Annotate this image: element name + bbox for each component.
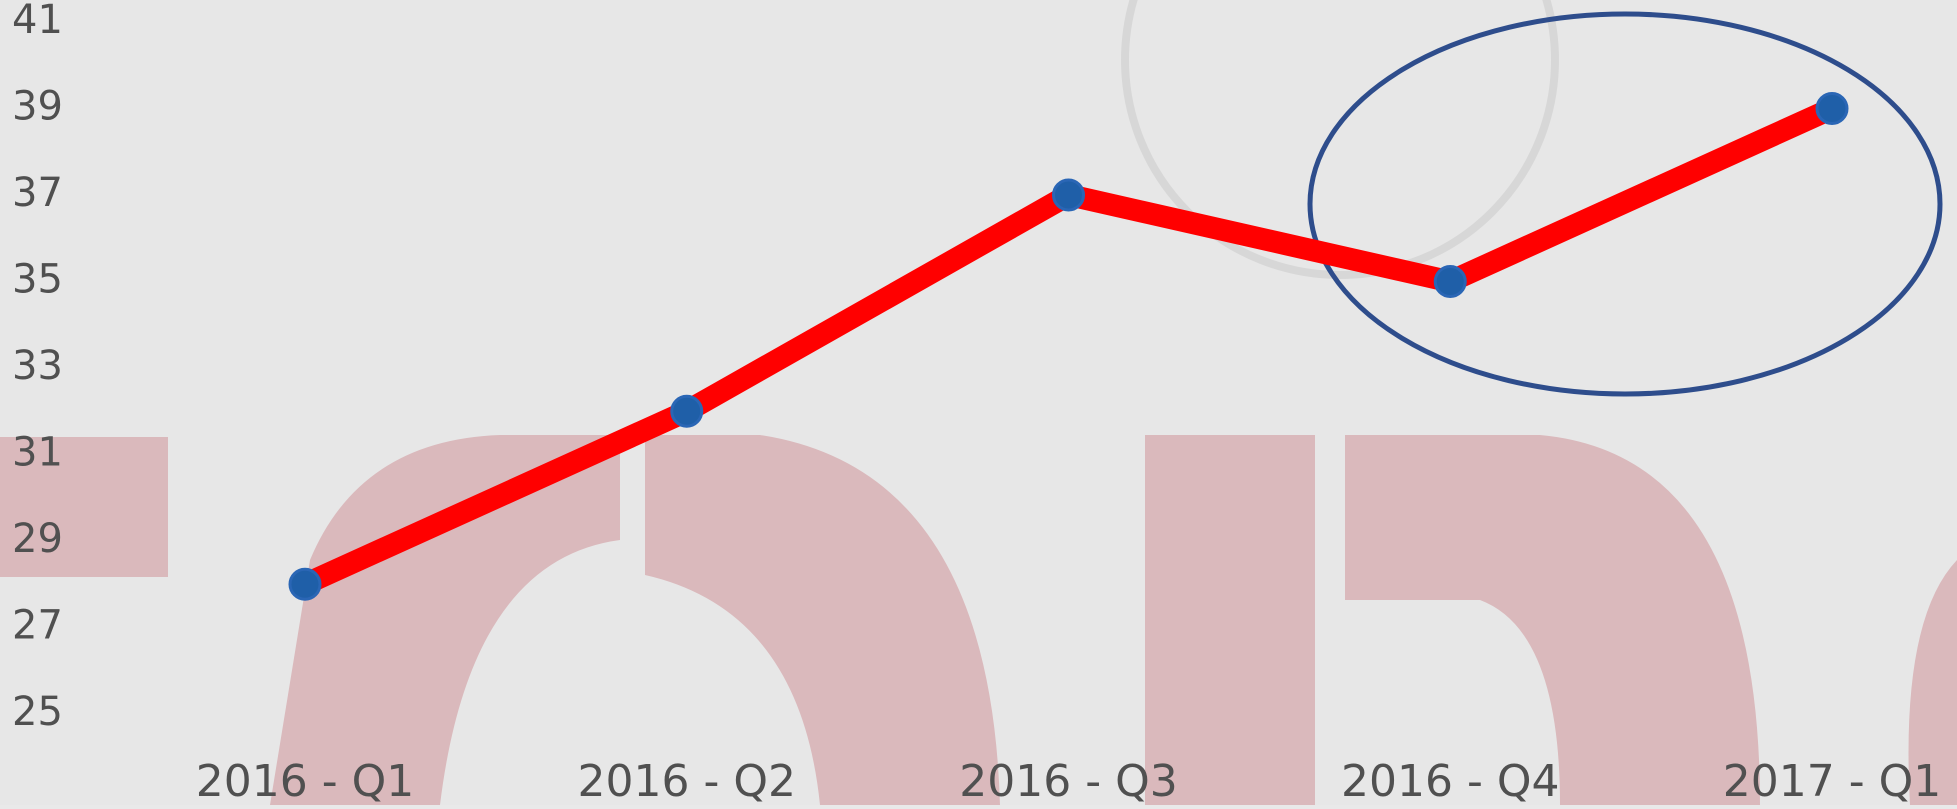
- marker: [1817, 94, 1847, 124]
- x-tick-label: 2017 - Q1: [1723, 756, 1941, 805]
- x-tick-label: 2016 - Q4: [1341, 756, 1559, 805]
- y-tick-label: 41: [12, 0, 63, 43]
- x-tick-label: 2016 - Q2: [578, 756, 796, 805]
- y-tick-label: 33: [12, 343, 63, 389]
- y-tick-label: 39: [12, 84, 63, 130]
- marker: [1054, 180, 1084, 210]
- x-tick-label: 2016 - Q1: [196, 756, 414, 805]
- y-tick-label: 27: [12, 603, 63, 649]
- y-tick-label: 31: [12, 430, 63, 476]
- y-tick-label: 37: [12, 170, 63, 216]
- y-tick-label: 25: [12, 689, 63, 735]
- x-tick-label: 2016 - Q3: [959, 756, 1177, 805]
- background-watermark: [0, 0, 1957, 805]
- marker: [290, 569, 320, 599]
- page: 25 27 29 31 33 35 37 39 41 2016 - Q1 2016 - Q2 2016…: [0, 0, 1957, 805]
- marker: [672, 396, 702, 426]
- chart: 25 27 29 31 33 35 37 39 41 2016 - Q1 2016 - Q2 2016…: [0, 0, 1957, 805]
- y-tick-label: 35: [12, 257, 63, 303]
- marker: [1435, 267, 1465, 297]
- y-tick-label: 29: [12, 516, 63, 562]
